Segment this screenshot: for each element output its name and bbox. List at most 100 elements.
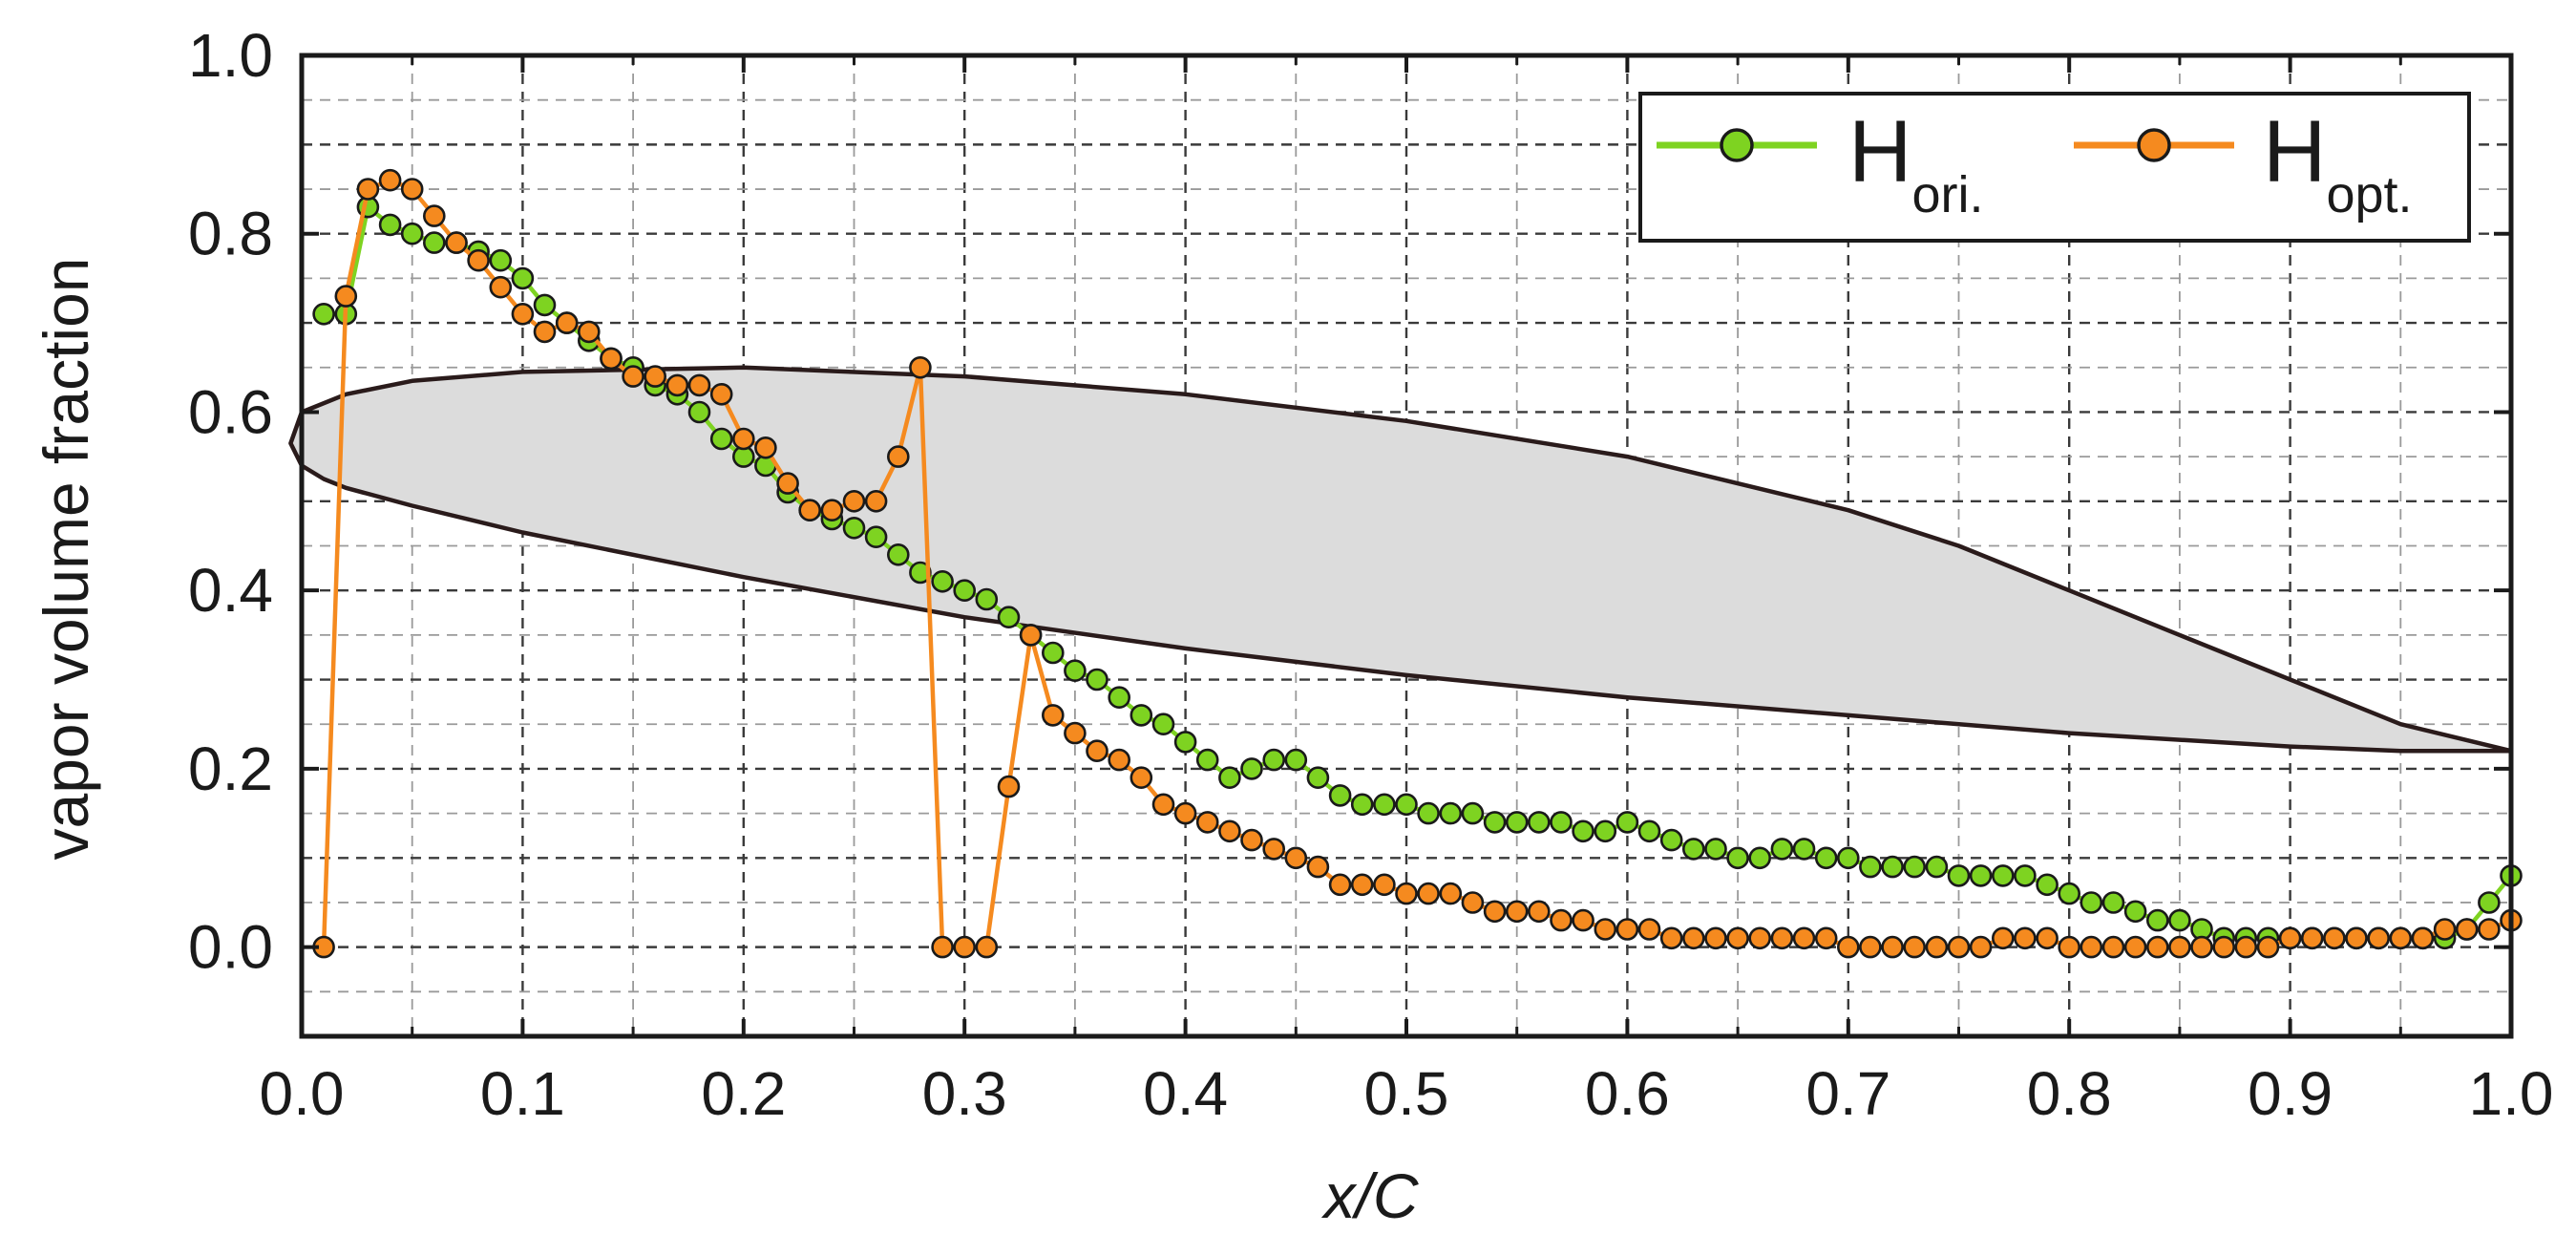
- data-point-opt: [665, 373, 689, 397]
- legend-name-opt: H: [2263, 103, 2326, 201]
- x-tick-label: 0.9: [2248, 1059, 2333, 1128]
- data-point-ori: [2146, 908, 2169, 932]
- legend-sub-ori: ori.: [1911, 166, 1983, 223]
- data-point-opt: [2036, 926, 2059, 950]
- data-point-ori: [1859, 855, 1882, 879]
- data-point-ori: [422, 231, 446, 254]
- data-point-ori: [1925, 855, 1949, 879]
- series-line-ori: [324, 204, 2513, 941]
- data-point-ori: [975, 587, 999, 611]
- x-tick-label: 0.1: [480, 1059, 565, 1128]
- data-point-opt: [1925, 935, 1949, 959]
- data-point-ori: [1903, 855, 1926, 879]
- data-point-ori: [1726, 846, 1749, 870]
- y-tick-label: 0.6: [188, 377, 273, 446]
- data-point-opt: [467, 248, 490, 272]
- data-point-opt: [1837, 935, 1860, 959]
- data-point-opt: [400, 178, 424, 201]
- x-tick-label: 0.3: [922, 1059, 1007, 1128]
- data-point-opt: [798, 499, 822, 522]
- data-point-ori: [400, 222, 424, 245]
- data-point-ori: [1505, 811, 1529, 834]
- data-point-opt: [2455, 918, 2479, 941]
- data-point-opt: [1992, 926, 2015, 950]
- data-point-ori: [1770, 838, 1794, 861]
- data-point-opt: [1064, 721, 1087, 745]
- data-point-opt: [445, 231, 468, 254]
- legend: Hori. Hopt.: [1638, 92, 2471, 243]
- data-point-ori: [709, 427, 733, 451]
- data-point-opt: [555, 311, 579, 334]
- x-axis-title: x/C: [1321, 1160, 1420, 1231]
- x-tick-label: 1.0: [2469, 1059, 2554, 1128]
- data-point-ori: [2101, 891, 2125, 914]
- data-point-ori: [1240, 757, 1263, 780]
- data-point-ori: [1218, 766, 1241, 790]
- data-point-opt: [422, 204, 446, 227]
- data-point-opt: [1550, 908, 1573, 932]
- data-point-ori: [511, 266, 535, 290]
- legend-sub-opt: opt.: [2326, 166, 2412, 223]
- data-point-opt: [2101, 935, 2125, 959]
- x-tick-label: 0.6: [1585, 1059, 1670, 1128]
- data-point-ori: [1042, 641, 1065, 665]
- data-point-opt: [776, 472, 799, 495]
- data-point-opt: [864, 489, 888, 513]
- data-point-ori: [1306, 766, 1330, 790]
- data-point-ori: [1395, 793, 1418, 817]
- data-point-opt: [1108, 748, 1130, 772]
- data-point-opt: [1483, 900, 1507, 924]
- data-point-opt: [2411, 926, 2435, 950]
- data-point-ori: [1195, 748, 1219, 772]
- data-point-opt: [1417, 882, 1440, 905]
- data-point-ori: [1881, 855, 1904, 879]
- data-point-ori: [1439, 801, 1463, 825]
- data-point-opt: [1328, 873, 1352, 897]
- data-point-opt: [489, 275, 513, 299]
- data-point-opt: [356, 178, 380, 201]
- data-point-ori: [1659, 828, 1683, 852]
- data-point-opt: [2058, 935, 2080, 959]
- legend-name-ori: H: [1848, 103, 1911, 201]
- data-point-opt: [1637, 918, 1661, 941]
- data-point-opt: [1792, 926, 1816, 950]
- legend-label-opt: Hopt.: [2263, 103, 2413, 223]
- data-point-opt: [931, 935, 954, 959]
- data-point-ori: [1350, 793, 1374, 817]
- data-point-ori: [378, 213, 402, 237]
- data-point-opt: [1373, 873, 1396, 897]
- data-point-ori: [1748, 846, 1771, 870]
- data-point-ori: [2036, 873, 2059, 897]
- data-point-ori: [2123, 900, 2147, 924]
- data-point-opt: [2278, 926, 2302, 950]
- data-point-opt: [1173, 801, 1197, 825]
- data-point-ori: [1704, 838, 1727, 861]
- data-point-opt: [533, 320, 557, 344]
- data-point-ori: [2168, 908, 2191, 932]
- data-point-opt: [1461, 891, 1485, 914]
- data-point-ori: [1064, 659, 1087, 683]
- data-point-ori: [312, 302, 335, 326]
- data-point-ori: [1969, 864, 1993, 887]
- data-point-opt: [1306, 855, 1330, 879]
- data-point-ori: [1682, 838, 1705, 861]
- data-point-opt: [1615, 918, 1639, 941]
- data-point-opt: [1218, 819, 1241, 843]
- data-point-opt: [622, 365, 644, 388]
- data-point-opt: [511, 302, 535, 326]
- data-point-opt: [2478, 918, 2501, 941]
- data-point-opt: [820, 499, 844, 522]
- x-tick-label: 0.0: [260, 1059, 345, 1128]
- data-point-opt: [1748, 926, 1771, 950]
- data-point-ori: [1151, 713, 1175, 736]
- data-point-ori: [842, 516, 866, 540]
- data-point-opt: [997, 775, 1021, 798]
- data-point-ori: [1814, 846, 1838, 870]
- data-point-opt: [2345, 926, 2368, 950]
- data-point-ori: [1483, 811, 1507, 834]
- data-point-opt: [2323, 926, 2346, 950]
- data-point-opt: [886, 445, 910, 468]
- data-point-opt: [1528, 900, 1551, 924]
- data-point-opt: [1019, 624, 1043, 647]
- data-point-opt: [687, 373, 711, 397]
